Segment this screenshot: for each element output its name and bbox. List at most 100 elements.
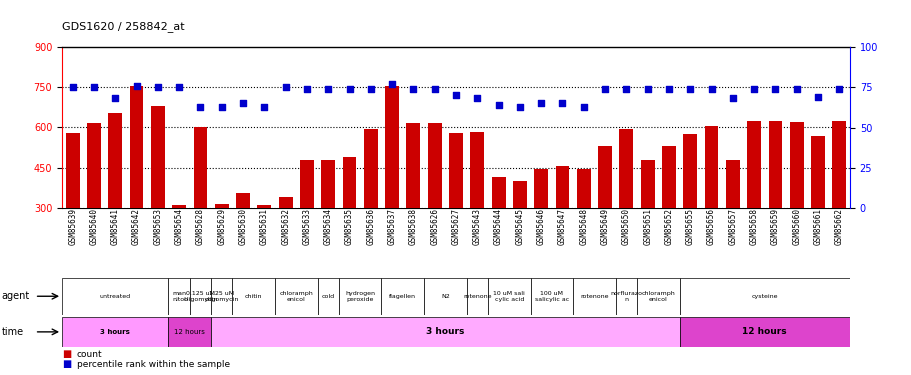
Bar [466, 278, 487, 315]
Text: GSM85658: GSM85658 [749, 208, 758, 245]
Text: GSM85640: GSM85640 [89, 208, 98, 245]
Text: GSM85661: GSM85661 [813, 208, 822, 245]
Text: agent: agent [2, 291, 30, 301]
Text: GSM85654: GSM85654 [174, 208, 183, 245]
Bar [789, 122, 803, 289]
Bar [640, 160, 654, 289]
Bar [150, 106, 165, 289]
Text: GSM85657: GSM85657 [728, 208, 737, 245]
Bar [169, 317, 210, 347]
Bar [339, 278, 381, 315]
Point [810, 94, 824, 100]
Point [427, 86, 442, 92]
Bar [343, 157, 356, 289]
Bar [470, 132, 484, 289]
Text: man
nitol: man nitol [172, 291, 186, 302]
Text: chloramph
enicol: chloramph enicol [279, 291, 312, 302]
Text: flagellen: flagellen [389, 294, 415, 299]
Text: time: time [2, 327, 24, 337]
Bar [598, 146, 611, 289]
Point [682, 86, 697, 92]
Text: GSM85643: GSM85643 [472, 208, 481, 245]
Text: GSM85635: GSM85635 [344, 208, 353, 245]
Text: GSM85650: GSM85650 [621, 208, 630, 245]
Point [640, 86, 654, 92]
Text: GSM85653: GSM85653 [153, 208, 162, 245]
Bar [448, 133, 463, 289]
Text: GSM85648: GSM85648 [578, 208, 588, 245]
Point [363, 86, 378, 92]
Text: GSM85631: GSM85631 [260, 208, 269, 245]
Bar [406, 123, 420, 289]
Point [129, 82, 144, 88]
Bar [129, 86, 143, 289]
Bar [572, 278, 615, 315]
Point [257, 104, 271, 110]
Text: GSM85626: GSM85626 [430, 208, 439, 245]
Text: GSM85644: GSM85644 [494, 208, 503, 245]
Text: GSM85628: GSM85628 [196, 208, 205, 245]
Bar [810, 135, 824, 289]
Point [597, 86, 611, 92]
Point [448, 92, 463, 98]
Text: chitin: chitin [245, 294, 262, 299]
Bar [725, 160, 739, 289]
Bar [172, 206, 186, 289]
Bar [487, 278, 530, 315]
Text: GSM85652: GSM85652 [664, 208, 672, 245]
Point [405, 86, 420, 92]
Text: 1.25 uM
oligomycin: 1.25 uM oligomycin [204, 291, 239, 302]
Bar [108, 113, 122, 289]
Text: GSM85639: GSM85639 [68, 208, 77, 245]
Bar [232, 278, 275, 315]
Point [619, 86, 633, 92]
Text: GDS1620 / 258842_at: GDS1620 / 258842_at [62, 21, 184, 32]
Text: GSM85647: GSM85647 [558, 208, 567, 245]
Point [576, 104, 590, 110]
Point [725, 96, 740, 102]
Bar [427, 123, 441, 289]
Point [767, 86, 782, 92]
Text: GSM85646: GSM85646 [536, 208, 545, 245]
Text: GSM85633: GSM85633 [302, 208, 311, 245]
Point [235, 100, 250, 106]
Bar [300, 160, 313, 289]
Text: GSM85660: GSM85660 [792, 208, 801, 245]
Text: count: count [77, 350, 102, 359]
Bar [189, 278, 210, 315]
Text: ■: ■ [62, 359, 71, 369]
Text: GSM85645: GSM85645 [515, 208, 524, 245]
Text: cold: cold [322, 294, 334, 299]
Bar [317, 278, 339, 315]
Text: rotenone: rotenone [579, 294, 608, 299]
Text: cysteine: cysteine [751, 294, 777, 299]
Point [512, 104, 527, 110]
Text: 3 hours: 3 hours [425, 327, 464, 336]
Point [107, 96, 122, 102]
Text: GSM85627: GSM85627 [451, 208, 460, 245]
Text: GSM85638: GSM85638 [408, 208, 417, 245]
Text: norflurazo
n: norflurazo n [609, 291, 641, 302]
Text: untreated: untreated [99, 294, 130, 299]
Bar [661, 146, 675, 289]
Bar [363, 129, 377, 289]
Bar [679, 278, 849, 315]
Point [384, 81, 399, 87]
Bar [491, 177, 505, 289]
Point [491, 102, 506, 108]
Bar [210, 278, 232, 315]
Bar [832, 121, 845, 289]
Bar [768, 121, 782, 289]
Point [66, 84, 80, 90]
Text: GSM85629: GSM85629 [217, 208, 226, 245]
Bar [236, 194, 250, 289]
Point [342, 86, 356, 92]
Bar [257, 206, 271, 289]
Bar [636, 278, 679, 315]
Bar [215, 204, 229, 289]
Bar [169, 278, 189, 315]
Point [321, 86, 335, 92]
Bar [577, 169, 590, 289]
Text: rotenone: rotenone [463, 294, 491, 299]
Bar [384, 86, 399, 289]
